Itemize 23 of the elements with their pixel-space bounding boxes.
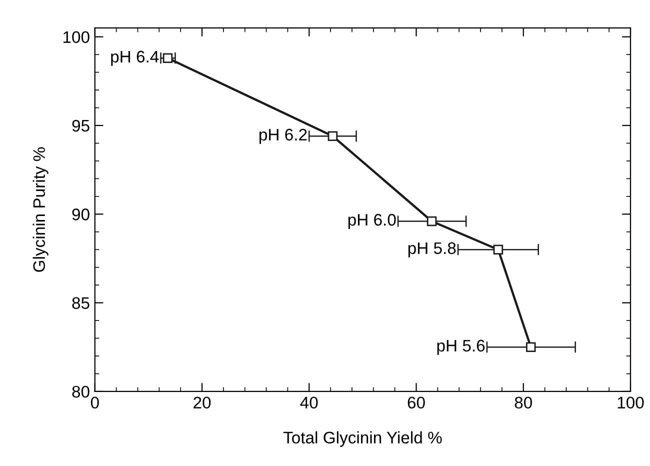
y-tick-label: 95 <box>72 120 90 132</box>
annotation: pH 6.2 <box>260 128 307 144</box>
y-tick-label: 100 <box>64 31 90 44</box>
x-axis-title: Total Glycinin Yield % <box>283 431 442 447</box>
y-axis-title: Glycinin Purity % <box>32 147 48 272</box>
x-tick-label: 80 <box>514 396 532 409</box>
point <box>328 131 338 141</box>
x-tick-label: 40 <box>300 396 318 409</box>
annotation: pH 6.4 <box>111 50 159 66</box>
annotation: pH 6.0 <box>348 214 396 229</box>
y-tick-label: 85 <box>72 297 90 309</box>
point <box>162 53 173 63</box>
point <box>493 244 504 254</box>
x-tick-label: 100 <box>618 396 644 409</box>
y-tick-label: 80 <box>72 386 90 398</box>
x-tick-label: 20 <box>194 396 211 409</box>
y-tick-label: 90 <box>72 208 90 220</box>
x-tick-label: 60 <box>408 396 425 409</box>
annotation: pH 5.8 <box>408 242 456 258</box>
point <box>526 342 536 352</box>
point <box>426 216 437 226</box>
x-tick-label: 0 <box>90 396 99 409</box>
annotation: pH 5.6 <box>437 340 485 355</box>
